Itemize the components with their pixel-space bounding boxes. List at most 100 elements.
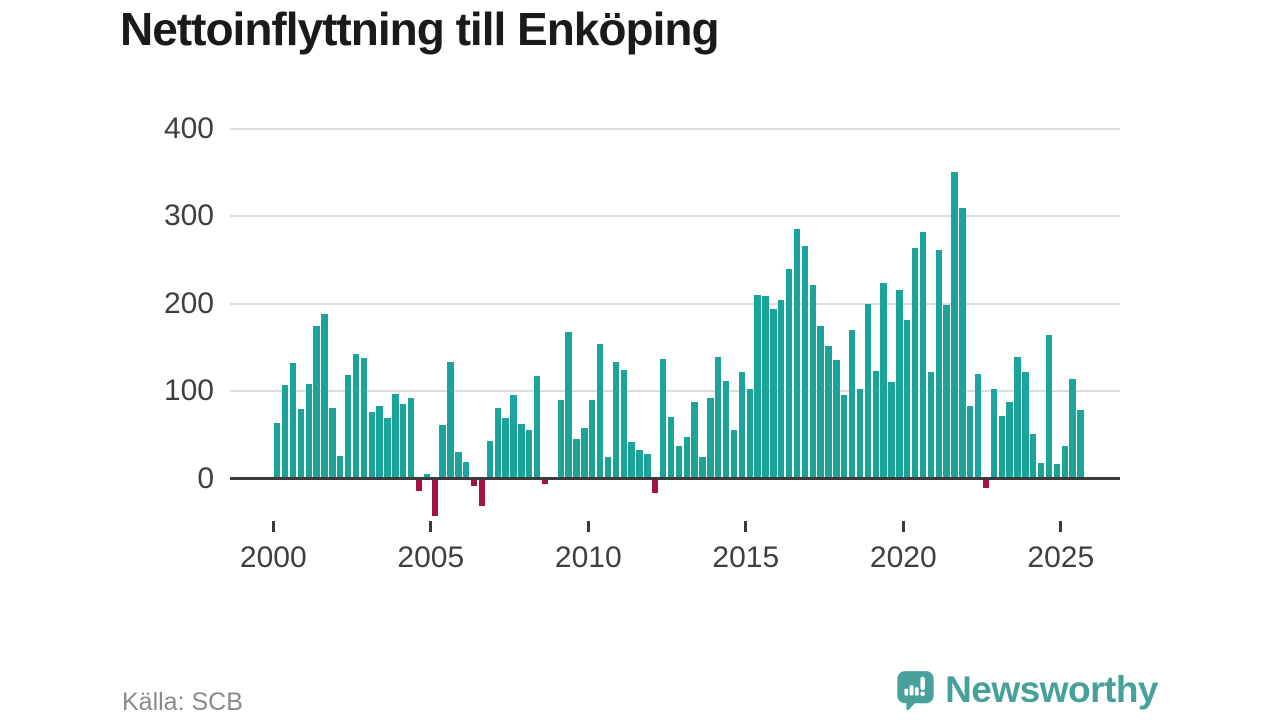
logo-bar-2: [909, 685, 914, 696]
bar: [1061, 446, 1068, 479]
bar: [809, 284, 816, 479]
bar: [667, 417, 675, 479]
bar: [573, 439, 580, 479]
bar: [699, 456, 706, 479]
logo-bar-3: [914, 687, 919, 696]
bar: [620, 370, 627, 479]
bar: [407, 398, 415, 479]
bar: [982, 479, 990, 489]
bar: [502, 418, 509, 479]
gridline: [230, 390, 1120, 393]
logo-bar-1: [904, 688, 909, 696]
y-axis-label: 100: [163, 374, 214, 408]
bar: [959, 207, 966, 479]
bar: [943, 304, 950, 479]
x-axis-tick: [901, 521, 905, 532]
bar: [770, 308, 777, 479]
bar: [384, 418, 391, 479]
bar: [715, 357, 722, 479]
bar: [1077, 410, 1084, 479]
bar: [691, 401, 698, 479]
newsworthy-logo-icon: [897, 671, 934, 711]
bar: [344, 375, 352, 479]
bar: [494, 407, 501, 479]
x-axis-tick: [271, 521, 275, 532]
gridline: [230, 215, 1120, 218]
newsworthy-logo-text: Newsworthy: [945, 669, 1158, 710]
bar: [352, 353, 360, 479]
bar: [463, 461, 470, 479]
bar: [313, 325, 320, 479]
bar: [368, 412, 375, 479]
bar: [533, 376, 541, 479]
bar: [1053, 463, 1060, 479]
bar: [281, 385, 289, 479]
x-axis-tick: [429, 521, 433, 532]
bar: [557, 399, 564, 479]
bar: [604, 456, 612, 479]
bar: [785, 268, 793, 479]
bar: [1069, 378, 1076, 479]
x-axis-label: 2020: [869, 541, 937, 574]
bar: [289, 363, 297, 479]
bar: [841, 394, 848, 479]
bar: [628, 441, 635, 479]
bar: [1022, 371, 1029, 479]
bar: [581, 427, 588, 479]
bar: [486, 440, 493, 479]
bar: [754, 295, 761, 479]
bar: [904, 320, 911, 479]
x-axis-label: 2000: [239, 541, 307, 574]
bar: [400, 404, 407, 479]
bar: [967, 405, 974, 479]
bar: [990, 389, 997, 479]
bar: [415, 479, 423, 491]
bar: [478, 479, 486, 506]
bar: [738, 371, 745, 479]
x-axis-label: 2025: [1027, 541, 1095, 574]
bar: [707, 398, 714, 479]
bar: [864, 303, 871, 479]
bar: [305, 384, 312, 479]
bar: [596, 343, 604, 479]
x-axis-tick: [586, 521, 590, 532]
bar: [793, 228, 801, 479]
y-axis-label: 0: [197, 461, 214, 495]
bar: [439, 425, 446, 479]
bar: [659, 358, 667, 479]
bar: [337, 455, 344, 479]
bar: [951, 171, 958, 479]
gridline: [230, 302, 1120, 305]
bar: [470, 479, 478, 487]
bar: [730, 429, 738, 479]
bar: [911, 247, 919, 479]
bar: [675, 446, 682, 479]
bar: [431, 479, 438, 517]
bar: [644, 454, 651, 479]
bar: [1014, 357, 1021, 479]
bar: [321, 314, 328, 479]
bar: [423, 474, 430, 479]
bar: [447, 362, 454, 479]
bar: [683, 437, 690, 479]
y-axis-label: 200: [163, 286, 214, 320]
bar: [392, 393, 399, 479]
newsworthy-logo: Newsworthy: [896, 660, 1158, 720]
bar: [848, 329, 856, 479]
bar: [612, 362, 619, 479]
bar: [825, 345, 832, 479]
chart-title: Nettoinflyttning till Enköping: [120, 3, 720, 55]
bar: [297, 408, 304, 479]
bar: [856, 389, 864, 479]
bar: [1037, 462, 1045, 479]
bar: [927, 371, 934, 479]
bar: [652, 479, 659, 494]
x-axis-label: 2015: [712, 541, 780, 574]
bar: [801, 246, 808, 479]
bar: [778, 300, 785, 479]
logo-exclamation-bar: [920, 676, 925, 690]
bar: [722, 380, 730, 479]
logo-exclamation-dot: [920, 691, 926, 697]
bar: [888, 382, 895, 479]
